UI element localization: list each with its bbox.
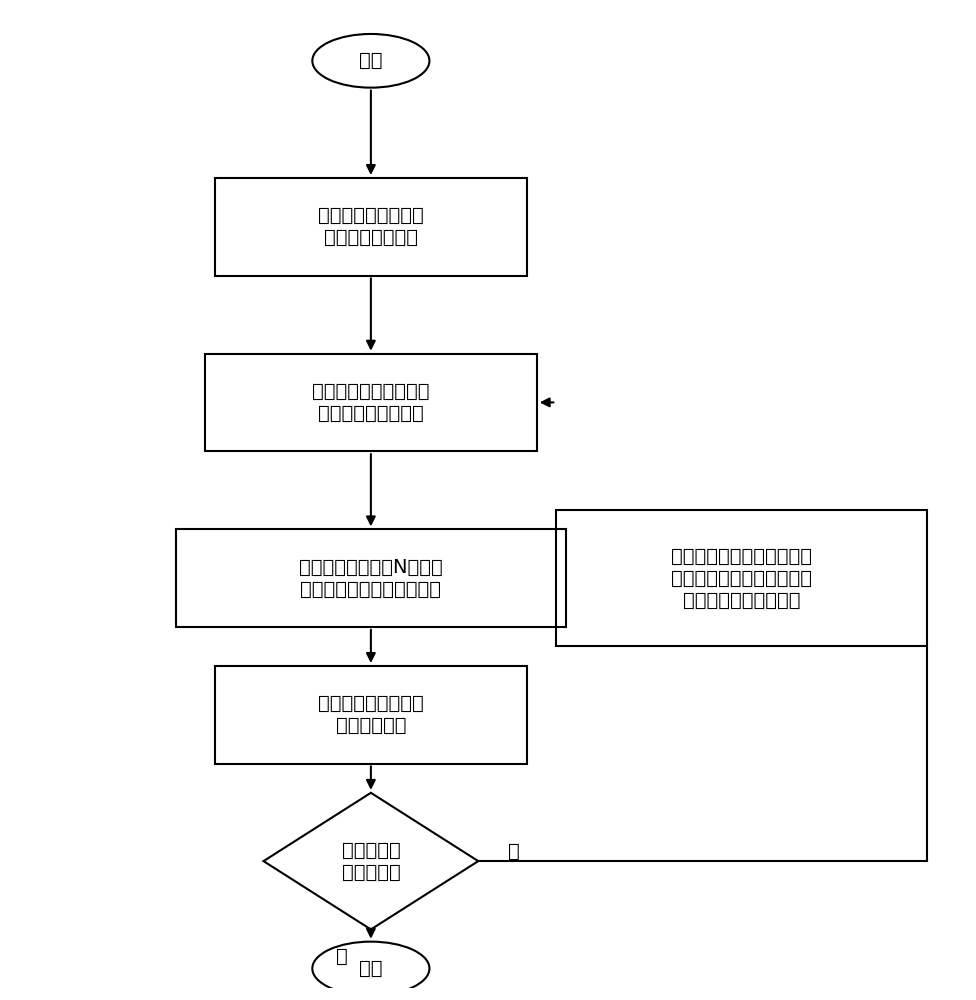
Text: 结束: 结束 [359,959,383,978]
Text: 根据第一时间段增量
下发调度策略: 根据第一时间段增量 下发调度策略 [318,694,424,735]
Text: 优化求解预测步长N范围内
的有功出力增量和产气增量: 优化求解预测步长N范围内 的有功出力增量和产气增量 [299,558,443,599]
Text: 优化调度周
期是否结束: 优化调度周 期是否结束 [342,841,400,882]
Text: 以当前有功出力和产
气量作为初始状态: 以当前有功出力和产 气量作为初始状态 [318,206,424,247]
Text: 通过量测系统测量该时刻系
统实际有功出力和产气量作
为下一轮优化的初始值: 通过量测系统测量该时刻系 统实际有功出力和产气量作 为下一轮优化的初始值 [671,547,812,610]
Text: 建立预测未来有功出力
和产气量的预测模型: 建立预测未来有功出力 和产气量的预测模型 [312,382,429,423]
Text: 是: 是 [336,947,347,966]
Text: 否: 否 [508,842,519,861]
Text: 开始: 开始 [359,51,383,70]
